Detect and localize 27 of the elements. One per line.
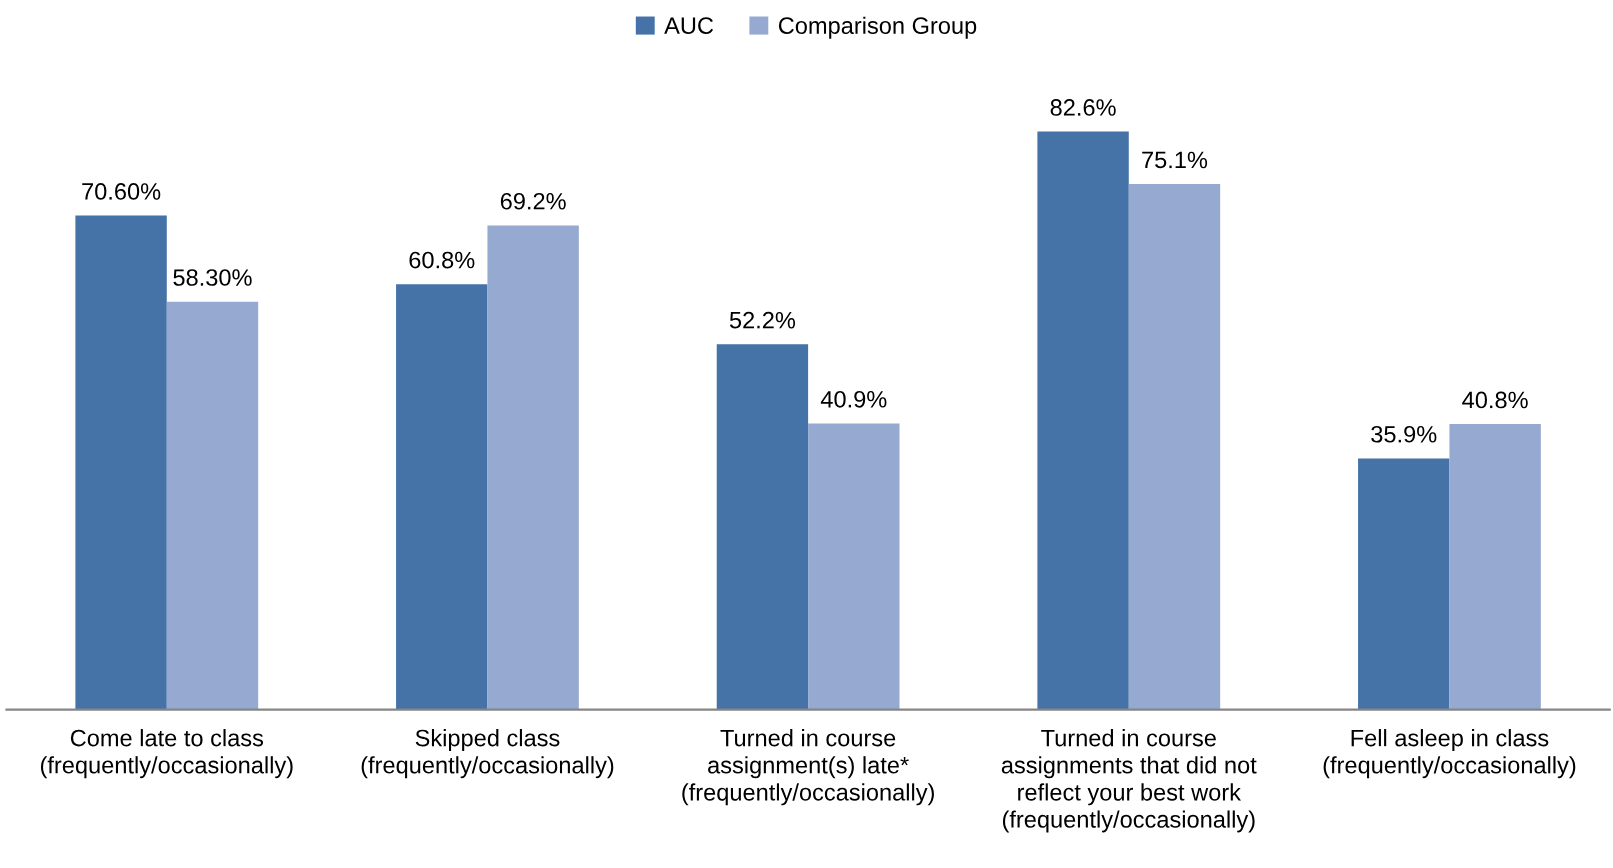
bar — [166, 301, 259, 710]
bar — [1037, 131, 1129, 710]
x-tick-label: Come late to class (frequently/occasionally) — [40, 729, 293, 779]
x-tick-label: Turned in course assignments that did not reflect your best work (frequently/occasionally) — [1001, 729, 1257, 833]
x-tick-label: Turned in course assignment(s) late* (frequently/occasionally) — [682, 729, 934, 806]
data-label: 75.1% — [1142, 151, 1208, 169]
data-label: 70.60% — [82, 183, 161, 200]
data-label: 40.9% — [820, 390, 887, 408]
bar — [808, 423, 900, 710]
bar — [1358, 458, 1450, 710]
data-label: 69.2% — [500, 192, 566, 210]
bar — [1128, 184, 1221, 710]
legend-label: Comparison Group — [778, 16, 977, 39]
bar — [716, 344, 809, 710]
bar — [75, 215, 167, 710]
x-tick-label: Skipped class (frequently/occasionally) — [361, 729, 614, 779]
data-label: 52.2% — [729, 311, 796, 329]
data-label: 82.6% — [1050, 99, 1116, 116]
data-label: 58.30% — [173, 269, 252, 286]
bar — [396, 284, 488, 710]
data-label: 40.8% — [1462, 391, 1528, 409]
bar — [487, 225, 579, 710]
x-tick-label: Fell asleep in class (frequently/occasionally) — [1323, 729, 1576, 779]
legend-label: AUC — [664, 17, 714, 34]
data-label: 60.8% — [409, 251, 475, 269]
bar — [1449, 424, 1541, 710]
data-label: 35.9% — [1371, 425, 1437, 443]
